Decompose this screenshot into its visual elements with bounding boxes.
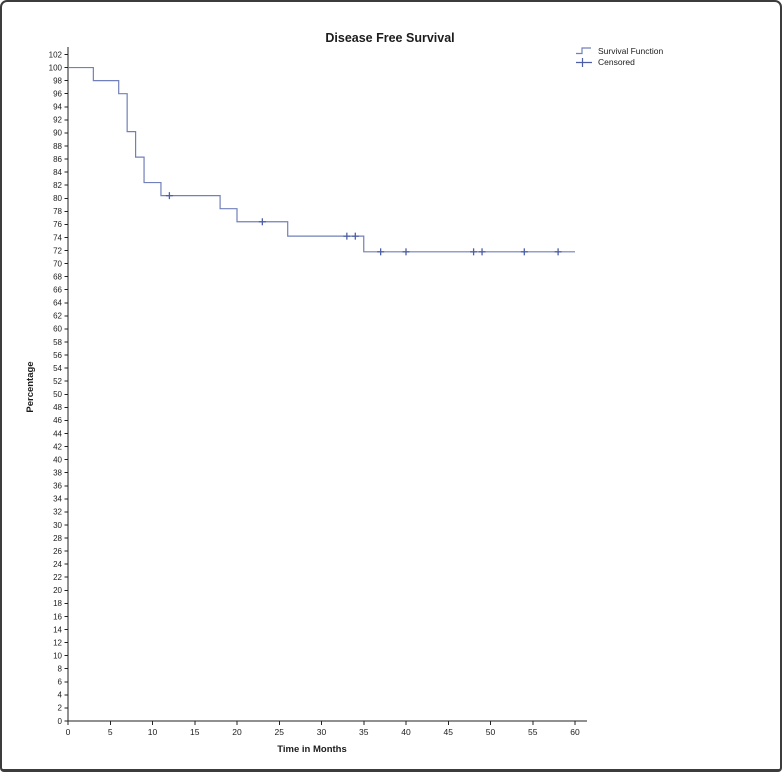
y-tick-label: 78 xyxy=(53,207,62,216)
y-tick-label: 42 xyxy=(53,442,62,451)
x-tick-label: 55 xyxy=(528,727,538,737)
y-tick-label: 54 xyxy=(53,364,62,373)
y-tick-label: 60 xyxy=(53,325,62,334)
y-tick-label: 36 xyxy=(53,482,62,491)
legend-label-survival: Survival Function xyxy=(598,46,663,56)
y-tick-label: 68 xyxy=(53,272,62,281)
y-tick-label: 58 xyxy=(53,338,62,347)
y-tick-label: 6 xyxy=(58,678,63,687)
y-tick-label: 80 xyxy=(53,194,62,203)
y-tick-label: 10 xyxy=(53,651,62,660)
x-tick-label: 40 xyxy=(401,727,411,737)
y-tick-label: 86 xyxy=(53,155,62,164)
y-tick-label: 20 xyxy=(53,586,62,595)
y-tick-label: 82 xyxy=(53,181,62,190)
y-tick-label: 16 xyxy=(53,612,62,621)
legend-plus-icon xyxy=(576,58,592,67)
x-tick-label: 35 xyxy=(359,727,369,737)
x-tick-label: 0 xyxy=(66,727,71,737)
y-tick-label: 8 xyxy=(58,665,63,674)
y-tick-label: 14 xyxy=(53,625,62,634)
y-axis-ticks: 0246810121416182022242628303234363840424… xyxy=(49,50,68,726)
y-tick-label: 62 xyxy=(53,312,62,321)
x-tick-label: 60 xyxy=(570,727,580,737)
survival-curve xyxy=(68,66,575,253)
y-tick-label: 100 xyxy=(49,63,63,72)
y-tick-label: 18 xyxy=(53,599,62,608)
x-tick-label: 30 xyxy=(317,727,327,737)
x-tick-label: 10 xyxy=(148,727,158,737)
x-tick-label: 45 xyxy=(444,727,454,737)
y-tick-label: 28 xyxy=(53,534,62,543)
y-tick-label: 40 xyxy=(53,455,62,464)
y-tick-label: 72 xyxy=(53,246,62,255)
y-tick-label: 74 xyxy=(53,233,62,242)
y-tick-label: 48 xyxy=(53,403,62,412)
x-tick-label: 15 xyxy=(190,727,200,737)
y-tick-label: 38 xyxy=(53,468,62,477)
y-axis-label: Percentage xyxy=(25,361,36,412)
censored-marks xyxy=(165,192,562,256)
y-tick-label: 12 xyxy=(53,638,62,647)
y-tick-label: 4 xyxy=(58,691,63,700)
y-tick-label: 66 xyxy=(53,286,62,295)
x-axis-ticks: 0 5 10 15 20 25 30 35 40 45 50 55 60 xyxy=(66,721,580,737)
y-tick-label: 98 xyxy=(53,76,62,85)
legend: Survival Function Censored xyxy=(576,46,663,67)
legend-step-line-icon xyxy=(576,47,591,55)
y-tick-label: 70 xyxy=(53,259,62,268)
y-tick-label: 46 xyxy=(53,416,62,425)
y-tick-label: 90 xyxy=(53,129,62,138)
x-tick-label: 25 xyxy=(275,727,285,737)
y-tick-label: 76 xyxy=(53,220,62,229)
y-tick-label: 94 xyxy=(53,103,62,112)
y-tick-label: 92 xyxy=(53,116,62,125)
y-tick-label: 88 xyxy=(53,142,62,151)
legend-label-censored: Censored xyxy=(598,57,635,67)
y-tick-label: 26 xyxy=(53,547,62,556)
y-tick-label: 44 xyxy=(53,429,62,438)
y-tick-label: 102 xyxy=(49,50,63,59)
y-tick-label: 24 xyxy=(53,560,62,569)
y-tick-label: 30 xyxy=(53,521,62,530)
chart-title: Disease Free Survival xyxy=(325,31,454,45)
x-tick-label: 20 xyxy=(232,727,242,737)
y-tick-label: 50 xyxy=(53,390,62,399)
x-tick-label: 50 xyxy=(486,727,496,737)
x-tick-label: 5 xyxy=(108,727,113,737)
x-axis-label: Time in Months xyxy=(277,744,347,755)
y-tick-label: 34 xyxy=(53,495,62,504)
y-tick-label: 56 xyxy=(53,351,62,360)
y-tick-label: 32 xyxy=(53,508,62,517)
y-tick-label: 64 xyxy=(53,299,62,308)
y-tick-label: 22 xyxy=(53,573,62,582)
y-tick-label: 2 xyxy=(58,704,63,713)
y-tick-label: 0 xyxy=(58,717,63,726)
y-tick-label: 84 xyxy=(53,168,62,177)
y-tick-label: 96 xyxy=(53,90,62,99)
y-tick-label: 52 xyxy=(53,377,62,386)
